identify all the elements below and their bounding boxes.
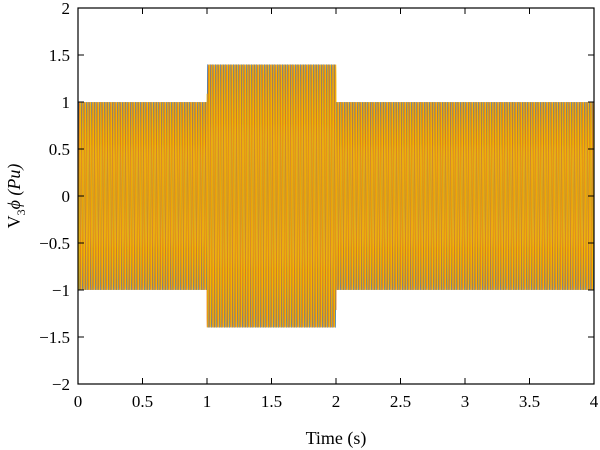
series-layer [78, 64, 594, 328]
x-tick-label: 2 [332, 392, 341, 411]
x-tick-label: 0.5 [132, 392, 153, 411]
phase-series-line [78, 64, 594, 328]
y-axis-label-rest: ϕ (Pu) [4, 164, 25, 210]
y-tick-label: 0 [62, 187, 71, 206]
x-tick-label: 3.5 [519, 392, 540, 411]
y-tick-label: −1.5 [39, 328, 70, 347]
x-tick-label: 1.5 [261, 392, 282, 411]
x-axis-label: Time (s) [306, 428, 367, 449]
y-tick-label: −0.5 [39, 234, 70, 253]
y-tick-label: −2 [52, 375, 70, 394]
y-axis-label-main: V [4, 215, 24, 228]
y-tick-label: 0.5 [49, 140, 70, 159]
x-tick-label: 4 [590, 392, 599, 411]
phase-series-line [78, 64, 594, 328]
phase-series-line [78, 64, 594, 328]
y-tick-label: 2 [62, 0, 71, 18]
x-tick-label: 2.5 [390, 392, 411, 411]
y-tick-label: −1 [52, 281, 70, 300]
y-axis-label: V3ϕ (Pu) [4, 164, 28, 229]
x-tick-label: 3 [461, 392, 470, 411]
x-tick-label: 0 [74, 392, 83, 411]
y-axis-label-sub: 3 [14, 209, 28, 215]
x-tick-label: 1 [203, 392, 212, 411]
y-tick-label: 1 [62, 93, 71, 112]
tick-layer: 0 0.5 1 1.5 2 2.5 3 3.5 4 −2 −1.5 −1 −0.5 0 0.5 1 1.5 2 [39, 0, 599, 411]
y-tick-label: 1.5 [49, 46, 70, 65]
